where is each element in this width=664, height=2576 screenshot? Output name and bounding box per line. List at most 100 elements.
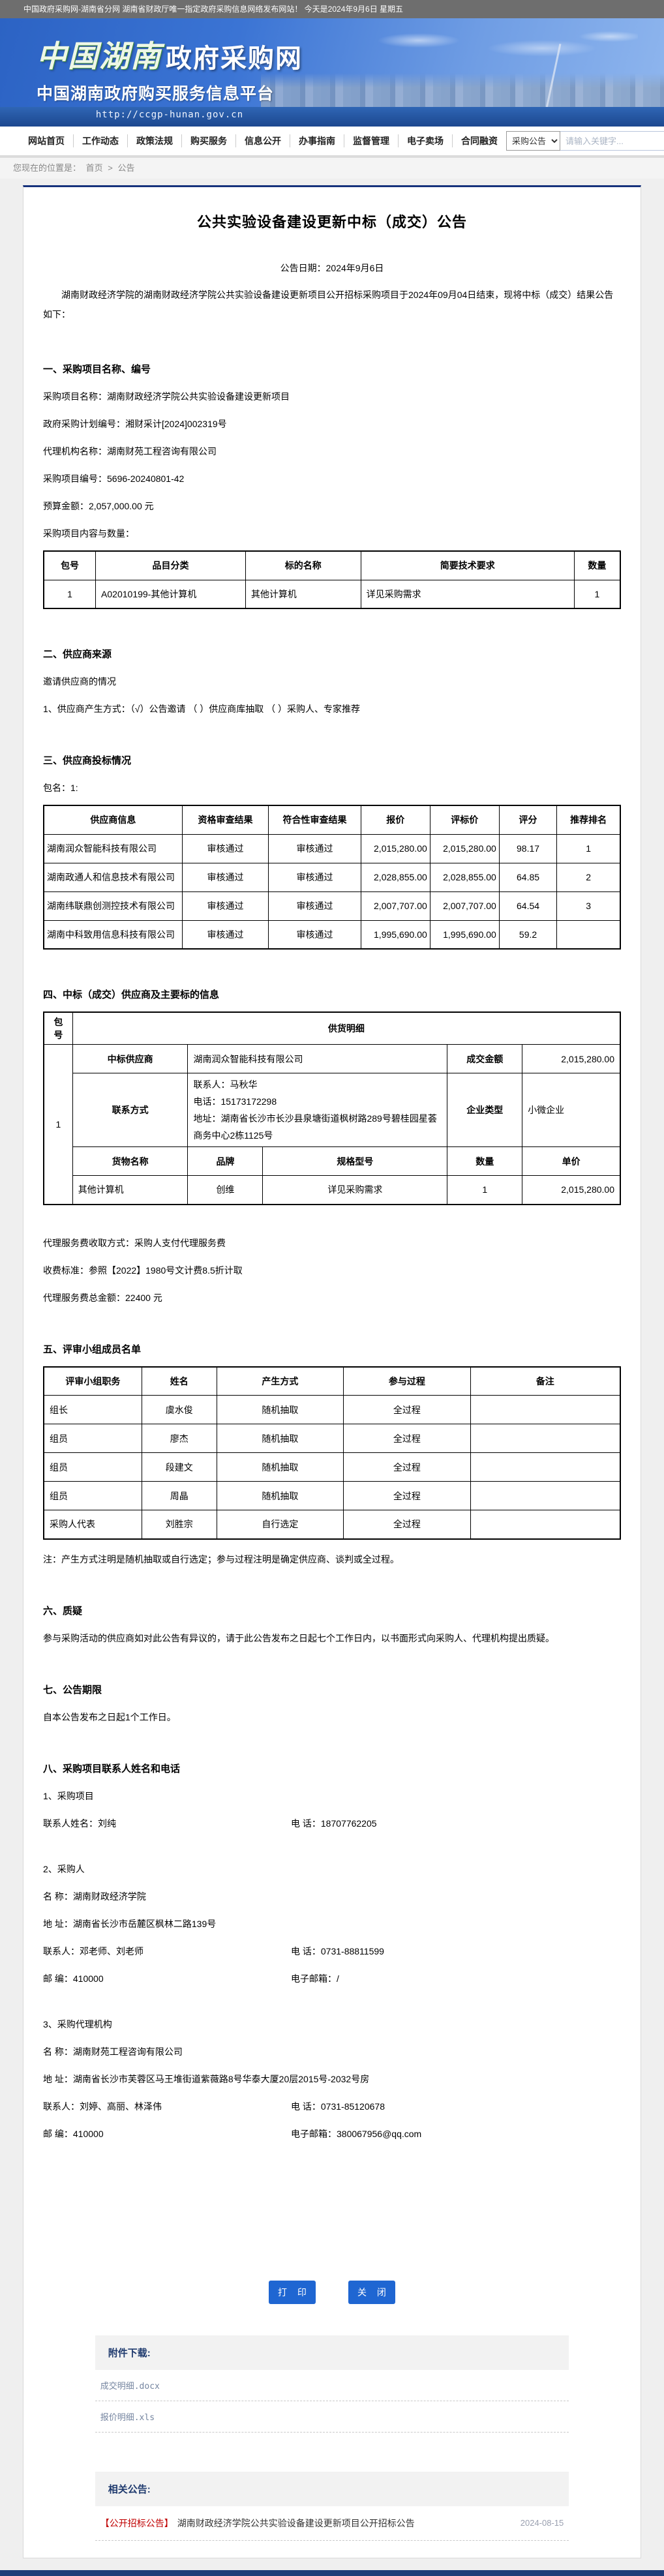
table-cell: 数量 [573, 550, 621, 580]
nav-item-policies[interactable]: 政策法规 [128, 134, 182, 147]
project-contact-name: 联系人姓名：刘纯 [43, 1818, 116, 1829]
agency-fee-total-line: 代理服务费总金额：22400 元 [43, 1292, 162, 1303]
related-notice-link[interactable]: 【公开招标公告】 湖南财政经济学院公共实验设备建设更新项目公开招标公告 2024… [95, 2506, 569, 2541]
agency-fee-method-line: 代理服务费收取方式：采购人支付代理服务费 [43, 1237, 226, 1248]
table-cell: 组长 [43, 1395, 142, 1424]
table-cell [556, 920, 621, 950]
invited-suppliers-line: 邀请供应商的情况 [43, 676, 116, 687]
table-row: 组员 段建文 随机抽取 全过程 [43, 1452, 621, 1482]
agency-name-line: 代理机构名称：湖南财苑工程咨询有限公司 [43, 446, 217, 457]
breadcrumb-home-link[interactable]: 首页 [85, 163, 103, 173]
related-notice-date: 2024-08-15 [520, 2518, 564, 2528]
breadcrumb-separator: > [108, 163, 113, 173]
enterprise-type-value-cell: 小微企业 [522, 1073, 621, 1147]
print-button[interactable]: 打 印 [269, 2280, 316, 2304]
table-cell: 推荐排名 [556, 805, 621, 835]
table-cell: 2,007,707.00 [429, 891, 500, 921]
nav-item-purchase-service[interactable]: 购买服务 [182, 134, 236, 147]
search-category-select[interactable]: 采购公告 [506, 131, 560, 151]
award-header-row: 包号 供货明细 [43, 1011, 621, 1045]
breadcrumb-current-link[interactable]: 公告 [117, 163, 135, 173]
search-input[interactable] [560, 131, 664, 151]
river-image [0, 107, 664, 127]
nav-item-guide[interactable]: 办事指南 [290, 134, 344, 147]
table-header-row: 供应商信息 资格审查结果 符合性审查结果 报价 评标价 评分 推荐排名 [43, 805, 621, 835]
table-cell: 评分 [498, 805, 558, 835]
table-cell: 3 [556, 891, 621, 921]
agency-zip: 邮 编：410000 [43, 2128, 104, 2139]
table-cell: 59.2 [498, 920, 558, 950]
buyer-name-line: 名 称：湖南财政经济学院 [43, 1891, 146, 1902]
table-row: 采购人代表 刘胜宗 自行选定 全过程 [43, 1510, 621, 1539]
site-url: http://ccgp-hunan.gov.cn [95, 110, 244, 120]
table-cell: 1 [573, 579, 621, 609]
attachment-link-deal-detail[interactable]: 成交明细.docx [95, 2370, 569, 2401]
site-subtitle: 中国湖南政府购买服务信息平台 [37, 85, 275, 103]
table-cell: 2,007,707.00 [360, 891, 430, 921]
goods-name-header: 货物名称 [72, 1146, 189, 1176]
contact-address-line: 地址：湖南省长沙市长沙县泉塘街道枫树路289号碧桂园星荟商务中心2栋1125号 [193, 1113, 437, 1141]
breadcrumb: 您现在的位置是： 首页 > 公告 [0, 158, 664, 179]
nav-item-info-disclosure[interactable]: 信息公开 [236, 134, 290, 147]
quantity-cell: 1 [447, 1175, 523, 1205]
table-cell: 随机抽取 [216, 1424, 344, 1453]
project-contact-row: 联系人姓名：刘纯 电 话：18707762205 [43, 1817, 621, 1830]
nav-item-contract-finance[interactable]: 合同融资 [461, 136, 498, 146]
table-cell [470, 1481, 621, 1510]
breadcrumb-prefix: 您现在的位置是： [13, 163, 82, 173]
goods-header-row: 货物名称 品牌 规格型号 数量 单价 [44, 1146, 621, 1176]
agency-label: 3、采购代理机构 [43, 2018, 112, 2029]
content-label-line: 采购项目内容与数量： [43, 528, 134, 539]
table-cell: 审核通过 [181, 920, 269, 950]
spec-cell: 详见采购需求 [262, 1175, 448, 1205]
main-navigation: 网站首页 工作动态 政策法规 购买服务 信息公开 办事指南 监督管理 电子卖场 … [0, 127, 664, 158]
section3-header: 三、供应商投标情况 [43, 755, 132, 766]
supply-detail-header: 供货明细 [72, 1011, 621, 1045]
winner-label-cell: 中标供应商 [72, 1044, 189, 1073]
package-number-cell: 1 [43, 1044, 73, 1205]
buyer-contact-name: 联系人：邓老师、刘老师 [43, 1945, 143, 1956]
logo-main-text: 政府采购网 [166, 44, 303, 73]
goods-data-row: 其他计算机 创维 详见采购需求 1 2,015,280.00 [44, 1175, 621, 1205]
nav-item-supervision[interactable]: 监督管理 [344, 134, 399, 147]
section5-header: 五、评审小组成员名单 [43, 1343, 142, 1355]
nav-item-home[interactable]: 网站首页 [20, 134, 74, 147]
section6-header: 六、质疑 [43, 1605, 83, 1617]
close-button[interactable]: 关 闭 [348, 2280, 395, 2304]
table-cell: 湖南纬联鼎创测控技术有限公司 [43, 891, 183, 921]
related-notice-text: 湖南财政经济学院公共实验设备建设更新项目公开招标公告 [177, 2517, 415, 2528]
table-cell: 供应商信息 [43, 805, 183, 835]
agency-contact-name: 联系人：刘婷、高丽、林泽伟 [43, 2101, 162, 2112]
table-cell [470, 1510, 621, 1539]
buyer-contact-phone: 电 话：0731-88811599 [291, 1945, 384, 1956]
table-row: 组长 虞水俊 随机抽取 全过程 [43, 1395, 621, 1424]
table-cell: 刘胜宗 [141, 1510, 217, 1539]
site-banner: 中国湖南 政府采购网 中国湖南政府购买服务信息平台 http://ccgp-hu… [0, 18, 664, 127]
table-cell: 64.54 [498, 891, 558, 921]
table-cell: 2,015,280.00 [360, 833, 430, 863]
quantity-header: 数量 [447, 1146, 523, 1176]
attachment-link-quote-detail[interactable]: 报价明细.xls [95, 2401, 569, 2433]
section2-header: 二、供应商来源 [43, 649, 112, 660]
table-cell: 全过程 [343, 1510, 471, 1539]
table-cell: 采购人代表 [43, 1510, 142, 1539]
budget-line: 预算金额：2,057,000.00 元 [43, 501, 154, 511]
table-cell: 审核通过 [181, 833, 269, 863]
table-cell [470, 1424, 621, 1453]
table-cell: 98.17 [498, 833, 558, 863]
table-cell: 包号 [43, 550, 97, 580]
nav-item-e-market[interactable]: 电子卖场 [399, 134, 453, 147]
table-cell: 2,028,855.00 [429, 862, 500, 892]
table-cell: 湖南政通人和信息技术有限公司 [43, 862, 183, 892]
table-cell: 64.85 [498, 862, 558, 892]
bidders-table: 供应商信息 资格审查结果 符合性审查结果 报价 评标价 评分 推荐排名 湖南润众智能科技有限公… [43, 805, 621, 950]
contact-person-line: 联系人：马秋华 [193, 1079, 258, 1090]
related-notice-category: 【公开招标公告】 [100, 2517, 174, 2528]
nav-item-work-news[interactable]: 工作动态 [74, 134, 128, 147]
agency-address-line: 地 址：湖南省长沙市芙蓉区马王堆街道紫薇路8号华泰大厦20层2015号-2032… [43, 2073, 370, 2084]
table-row: 1 A02010199-其他计算机 其他计算机 详见采购需求 1 [43, 579, 621, 609]
table-cell: 2,028,855.00 [360, 862, 430, 892]
agency-zip-row: 邮 编：410000 电子邮箱：380067956@qq.com [43, 2127, 621, 2140]
contact-info-cell: 联系人：马秋华 电话：15173172298 地址：湖南省长沙市长沙县泉塘街道枫… [187, 1073, 448, 1147]
table-cell: 报价 [360, 805, 430, 835]
